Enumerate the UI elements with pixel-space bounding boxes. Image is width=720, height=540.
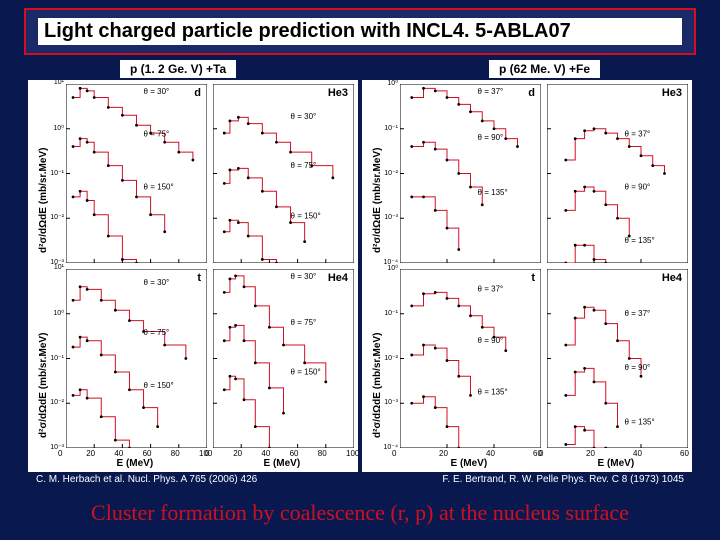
svg-text:θ = 150°: θ = 150° <box>291 367 321 376</box>
svg-text:He3: He3 <box>662 87 682 99</box>
svg-text:d: d <box>528 87 535 99</box>
slide-title: Light charged particle prediction with I… <box>38 18 682 45</box>
x-axis-label: E (MeV) <box>264 458 301 469</box>
citation-right: F. E. Bertrand, R. W. Pelle Phys. Rev. C… <box>442 474 684 485</box>
svg-text:θ = 37°: θ = 37° <box>478 87 504 96</box>
x-tick-label: 80 <box>171 449 180 458</box>
svg-text:θ = 30°: θ = 30° <box>144 87 170 96</box>
y-tick-label: 10⁻¹ <box>376 124 398 132</box>
svg-text:θ = 150°: θ = 150° <box>144 182 174 191</box>
svg-text:θ = 90°: θ = 90° <box>478 133 504 142</box>
conclusion-text: Cluster formation by coalescence (r, p) … <box>0 500 720 526</box>
svg-text:θ = 135°: θ = 135° <box>625 236 655 245</box>
x-tick-label: 60 <box>290 449 299 458</box>
x-tick-label: 40 <box>261 449 270 458</box>
left-condition-label: p (1. 2 Ge. V) +Ta <box>120 60 236 78</box>
chart-panel-He3: θ = 37° θ = 90° θ = 135° He3 <box>547 84 688 263</box>
y-axis-label: d²σ/dΩdE (mb/sr.MeV) <box>38 333 49 438</box>
y-tick-label: 10⁻³ <box>42 443 64 451</box>
x-tick-label: 40 <box>633 449 642 458</box>
y-tick-label: 10⁻⁴ <box>376 443 398 451</box>
x-tick-label: 0 <box>539 449 543 458</box>
y-tick-label: 10⁻¹ <box>42 169 64 177</box>
y-axis-label: d²σ/dΩdE (mb/sr.MeV) <box>38 148 49 253</box>
svg-text:d: d <box>194 87 201 99</box>
y-axis-label: d²σ/dΩdE (mb/sr.MeV) <box>372 333 383 438</box>
x-tick-label: 80 <box>318 449 327 458</box>
x-axis-label: E (MeV) <box>451 458 488 469</box>
svg-text:θ = 150°: θ = 150° <box>144 381 174 390</box>
svg-text:θ = 30°: θ = 30° <box>291 112 317 121</box>
svg-text:He4: He4 <box>328 272 349 284</box>
chart-panel-He3: θ = 30° θ = 75° θ = 150° He3 <box>213 84 354 263</box>
title-box: Light charged particle prediction with I… <box>24 8 696 55</box>
svg-text:He4: He4 <box>662 272 683 284</box>
x-tick-label: 0 <box>205 449 209 458</box>
svg-text:θ = 75°: θ = 75° <box>291 318 317 327</box>
chart-panel-He4: θ = 37° θ = 90° θ = 135° He4 <box>547 269 688 448</box>
svg-text:θ = 135°: θ = 135° <box>625 418 655 427</box>
chart-panel-d: θ = 30° θ = 75° θ = 150° d <box>66 84 207 263</box>
left-chart-group: d²σ/dΩdE (mb/sr.MeV) d²σ/dΩdE (mb/sr.MeV)… <box>28 80 358 472</box>
y-tick-label: 10⁻³ <box>376 398 398 406</box>
x-tick-label: 20 <box>86 449 95 458</box>
svg-text:θ = 30°: θ = 30° <box>291 272 317 281</box>
right-chart-group: d²σ/dΩdE (mb/sr.MeV) d²σ/dΩdE (mb/sr.MeV)… <box>362 80 692 472</box>
y-tick-label: 10⁻³ <box>376 213 398 221</box>
svg-text:θ = 135°: θ = 135° <box>478 388 508 397</box>
svg-text:θ = 135°: θ = 135° <box>478 188 508 197</box>
y-tick-label: 10⁰ <box>376 264 398 272</box>
y-tick-label: 10⁰ <box>42 309 64 317</box>
y-tick-label: 10⁰ <box>42 124 64 132</box>
svg-text:θ = 37°: θ = 37° <box>478 285 504 294</box>
svg-text:t: t <box>531 272 535 284</box>
svg-text:θ = 37°: θ = 37° <box>625 309 651 318</box>
svg-text:θ = 75°: θ = 75° <box>291 161 317 170</box>
y-tick-label: 10⁻² <box>376 354 398 362</box>
svg-text:θ = 150°: θ = 150° <box>291 211 321 220</box>
right-condition-label: p (62 Me. V) +Fe <box>489 60 600 78</box>
y-tick-label: 10⁰ <box>376 80 398 87</box>
x-tick-label: 60 <box>680 449 689 458</box>
chart-panel-He4: θ = 30° θ = 75° θ = 150° He4 <box>213 269 354 448</box>
x-tick-label: 40 <box>114 449 123 458</box>
y-tick-label: 10⁻² <box>376 169 398 177</box>
x-axis-label: E (MeV) <box>598 458 635 469</box>
svg-text:θ = 90°: θ = 90° <box>478 336 504 345</box>
y-tick-label: 10¹ <box>42 264 64 271</box>
svg-text:He3: He3 <box>328 87 348 99</box>
x-tick-label: 40 <box>486 449 495 458</box>
chart-panel-t: θ = 37° θ = 90° θ = 135° t <box>400 269 541 448</box>
svg-text:t: t <box>197 272 201 284</box>
svg-text:θ = 30°: θ = 30° <box>144 278 170 287</box>
citation-left: C. M. Herbach et al. Nucl. Phys. A 765 (… <box>36 474 257 485</box>
chart-panel-t: θ = 30° θ = 75° θ = 150° t <box>66 269 207 448</box>
y-axis-label: d²σ/dΩdE (mb/sr.MeV) <box>372 148 383 253</box>
y-tick-label: 10⁻² <box>42 398 64 406</box>
x-tick-label: 20 <box>439 449 448 458</box>
svg-text:θ = 90°: θ = 90° <box>625 182 651 191</box>
y-tick-label: 10⁻¹ <box>42 354 64 362</box>
svg-text:θ = 75°: θ = 75° <box>144 328 170 337</box>
y-tick-label: 10⁻² <box>42 213 64 221</box>
y-tick-label: 10¹ <box>42 80 64 86</box>
y-tick-label: 10⁻¹ <box>376 309 398 317</box>
svg-text:θ = 75°: θ = 75° <box>144 130 170 139</box>
chart-panel-d: θ = 37° θ = 90° θ = 135° d <box>400 84 541 263</box>
x-tick-label: 60 <box>143 449 152 458</box>
x-tick-label: 20 <box>233 449 242 458</box>
svg-text:θ = 37°: θ = 37° <box>625 130 651 139</box>
x-axis-label: E (MeV) <box>117 458 154 469</box>
x-tick-label: 100 <box>346 449 358 458</box>
x-tick-label: 20 <box>586 449 595 458</box>
svg-text:θ = 90°: θ = 90° <box>625 363 651 372</box>
